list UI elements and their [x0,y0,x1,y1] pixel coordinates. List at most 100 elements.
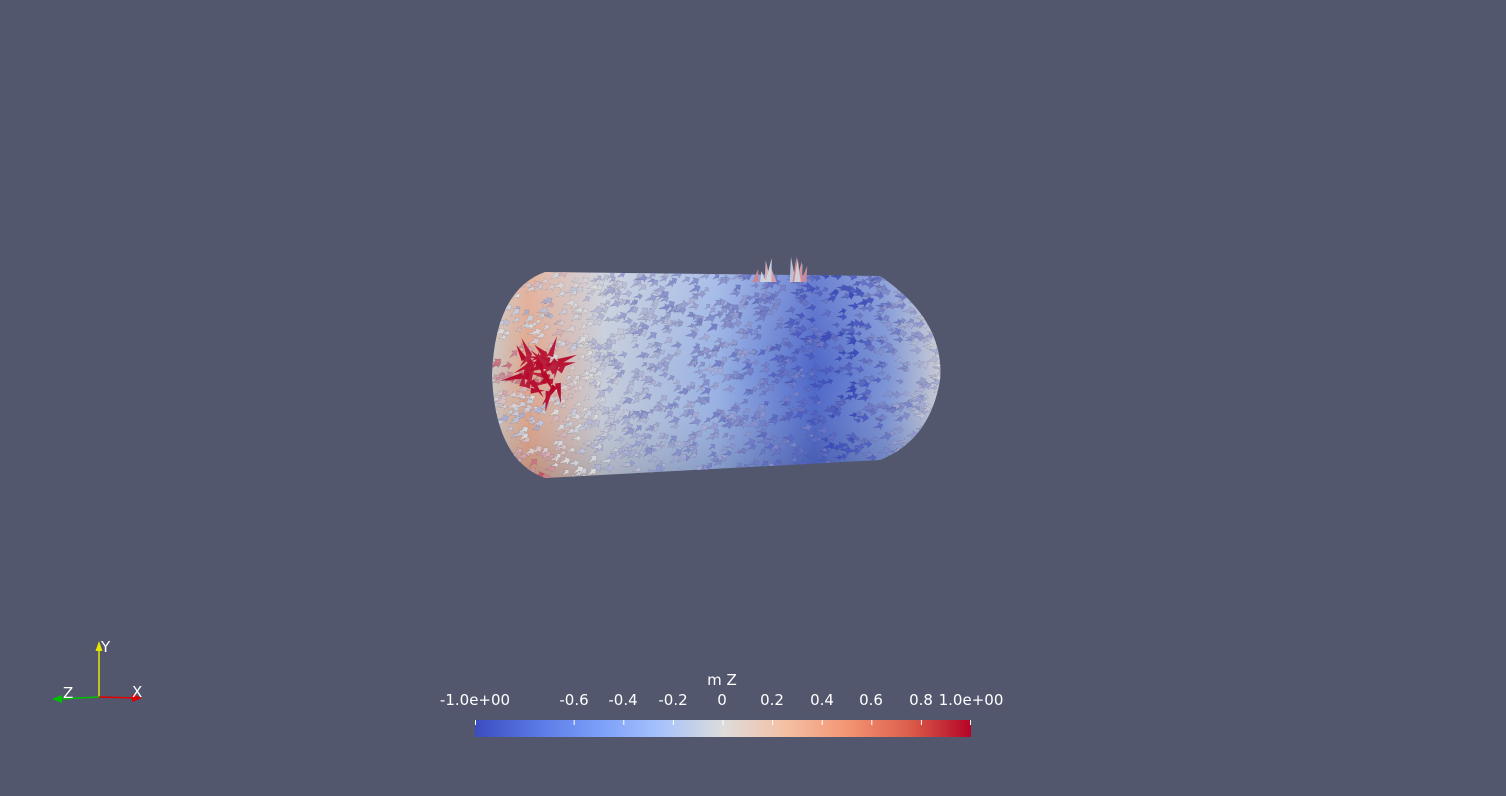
arrow-glyph [681,276,691,283]
arrow-glyph [621,417,630,426]
arrow-glyph [586,442,596,450]
arrow-glyph [507,390,518,399]
arrow-glyph [695,317,703,324]
arrow-glyph [752,333,763,341]
axis-x-label: X [132,683,143,701]
arrow-glyph [505,473,517,478]
arrow-glyph [911,442,921,450]
arrow-glyph [519,352,533,368]
arrow-glyph [750,330,759,337]
arrow-glyph [587,283,599,292]
arrow-glyph [523,395,531,402]
arrow-glyph [874,315,883,322]
arrow-glyph [584,320,594,328]
arrow-glyph [689,411,699,419]
arrow-glyph [784,369,793,377]
arrow-glyph [740,333,749,340]
arrow-glyph [784,306,796,315]
arrow-glyph [617,350,628,359]
arrow-glyph [862,264,872,271]
arrow-glyph [697,475,706,478]
arrow-glyph [509,409,520,418]
arrow-glyph [765,258,772,282]
arrow-glyph [653,272,661,275]
arrow-glyph [614,435,625,444]
arrow-glyph [600,357,610,367]
arrow-glyph [634,425,642,433]
arrow-glyph [494,396,508,407]
arrow-glyph [669,259,675,264]
arrow-glyph [523,315,534,324]
arrow-glyph [785,474,795,478]
arrow-glyph [917,361,929,370]
arrow-glyph [735,420,745,427]
arrow-glyph [659,275,668,282]
arrow-glyph [673,395,681,402]
arrow-glyph [918,336,929,344]
arrow-glyph [633,261,640,267]
arrow-glyph [618,409,631,418]
arrow-glyph [846,348,860,358]
arrow-glyph [872,376,882,384]
arrow-glyph [812,285,820,292]
arrow-glyph [712,408,722,416]
arrow-glyph [557,354,578,365]
arrow-glyph [747,348,757,356]
arrow-glyph [938,389,941,399]
arrow-glyph [735,373,745,381]
arrow-glyph [586,289,595,297]
arrow-glyph [856,465,869,475]
arrow-glyph [807,481,816,487]
arrow-glyph [909,345,922,356]
arrow-glyph [510,308,520,317]
arrow-glyph [873,422,884,430]
arrow-glyph [735,327,745,335]
arrow-glyph [783,400,791,407]
arrow-glyph [531,425,541,432]
arrow-glyph [893,425,904,434]
arrow-glyph [571,305,584,315]
arrow-glyph [875,413,887,423]
arrow-glyph [663,336,673,344]
arrow-glyph [880,468,893,477]
arrow-glyph [529,280,541,289]
arrow-glyph [790,364,802,373]
arrow-glyph [571,375,580,383]
arrow-glyph [590,342,604,353]
arrow-glyph [569,261,580,269]
arrow-glyph [847,438,856,445]
arrow-glyph [594,279,605,288]
arrow-glyph [922,443,931,450]
arrow-glyph [495,471,507,478]
arrow-glyph [494,390,504,397]
arrow-glyph [920,381,932,391]
arrow-glyph [707,451,717,458]
arrow-glyph [858,377,868,385]
arrow-glyph [551,328,564,338]
arrow-glyph [512,447,524,455]
arrow-glyph [689,441,698,447]
arrow-glyph [878,446,891,456]
arrow-glyph [570,314,580,322]
top-glyph-spikes [752,256,808,282]
arrow-glyph [512,317,520,324]
arrow-glyph [536,359,545,380]
arrow-glyph [608,272,615,279]
arrow-glyph [848,392,859,400]
arrow-glyph [698,333,711,342]
arrow-glyph [516,274,527,283]
arrow-glyph [815,470,825,478]
arrow-glyph [550,415,560,424]
arrow-glyph [866,480,876,487]
arrow-glyph [760,460,768,467]
arrow-glyph [718,456,727,463]
arrow-glyph [820,297,830,305]
arrow-glyph [896,458,908,468]
arrow-glyph [692,272,703,276]
arrow-glyph [509,417,520,425]
arrow-glyph [579,479,588,486]
arrow-glyph [545,390,552,413]
arrow-glyph [529,321,538,328]
